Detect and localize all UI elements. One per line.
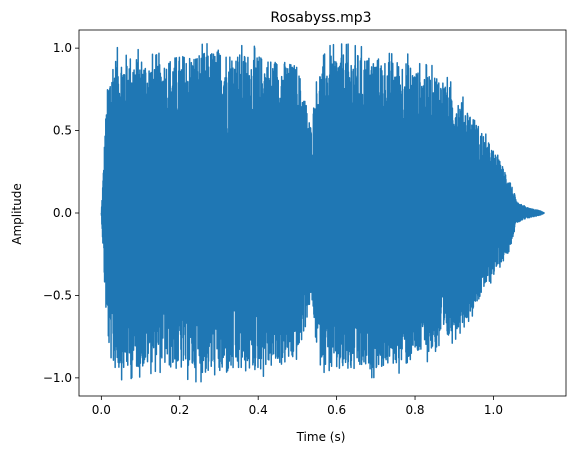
y-tick-label: −0.5 xyxy=(43,288,72,302)
y-axis-label: Amplitude xyxy=(10,183,24,245)
x-tick-label: 0.2 xyxy=(170,403,189,417)
x-axis: 0.0 0.2 0.4 0.6 0.8 1.0 xyxy=(92,396,503,417)
x-tick-label: 0.6 xyxy=(327,403,346,417)
x-axis-label: Time (s) xyxy=(296,430,346,444)
y-tick-label: 0.5 xyxy=(53,124,72,138)
y-axis: −1.0 −0.5 0.0 0.5 1.0 xyxy=(43,41,79,385)
y-tick-label: 1.0 xyxy=(53,41,72,55)
plot-area xyxy=(100,43,546,383)
x-tick-label: 1.0 xyxy=(484,403,503,417)
chart-title: Rosabyss.mp3 xyxy=(270,10,371,26)
y-tick-label: 0.0 xyxy=(53,206,72,220)
x-tick-label: 0.0 xyxy=(92,403,111,417)
x-tick-label: 0.4 xyxy=(249,403,268,417)
x-tick-label: 0.8 xyxy=(405,403,424,417)
y-tick-label: −1.0 xyxy=(43,371,72,385)
series-line-waveform xyxy=(100,43,546,383)
